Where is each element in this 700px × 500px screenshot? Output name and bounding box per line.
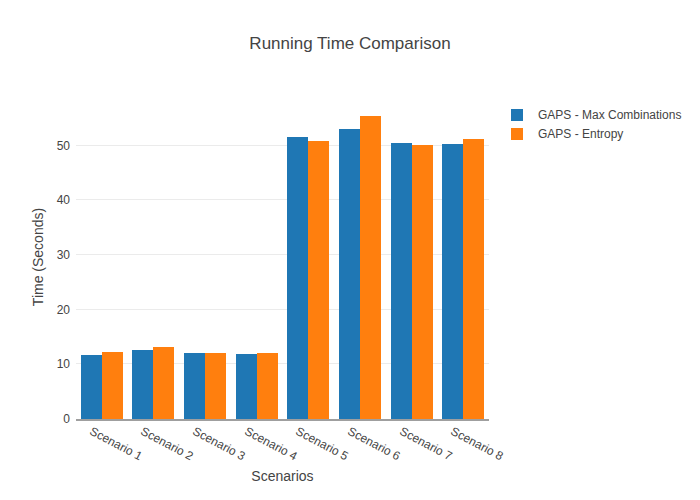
x-tick-label: Scenario 4 [242,424,299,463]
y-tick-label: 40 [57,193,70,207]
bar [102,352,123,419]
bar [360,116,381,419]
x-tick-label: Scenario 5 [294,424,351,463]
bar [463,139,484,419]
chart-title: Running Time Comparison [0,34,700,54]
bar [391,143,412,419]
bar-group-4 [231,95,283,419]
x-tick-label: Scenario 1 [87,424,144,463]
bar [339,129,360,419]
legend-swatch-icon [511,128,523,140]
chart-figure: Running Time Comparison Time (Seconds) 0… [0,0,700,500]
bar [412,145,433,419]
y-tick-label: 20 [57,303,70,317]
bar [184,353,205,419]
bar [132,350,153,419]
bar-group-8 [437,95,489,419]
y-tick-label: 30 [57,248,70,262]
legend-label: GAPS - Max Combinations [538,108,681,122]
bar-group-5 [283,95,335,419]
x-axis-title: Scenarios [76,468,489,484]
bar [205,353,226,419]
x-tick-label: Scenario 7 [397,424,454,463]
y-axis-ticks: 01020304050 [0,95,70,419]
plot-area [76,95,489,419]
legend: GAPS - Max Combinations GAPS - Entropy [511,105,681,143]
bar-group-3 [179,95,231,419]
x-axis-line [76,419,489,421]
bar-group-6 [334,95,386,419]
legend-swatch-icon [511,109,523,121]
bar [308,141,329,419]
bar [153,347,174,419]
legend-label: GAPS - Entropy [538,127,623,141]
bar [442,144,463,419]
bar-group-7 [386,95,438,419]
x-tick-label: Scenario 6 [345,424,402,463]
y-tick-label: 50 [57,139,70,153]
legend-item[interactable]: GAPS - Max Combinations [511,105,681,124]
bar-group-1 [76,95,128,419]
x-tick-label: Scenario 3 [190,424,247,463]
y-tick-label: 0 [63,412,70,426]
bar [287,137,308,419]
bar-group-2 [128,95,180,419]
bar [257,353,278,419]
x-tick-label: Scenario 8 [449,424,506,463]
bars-container [76,95,489,419]
x-tick-label: Scenario 2 [139,424,196,463]
legend-item[interactable]: GAPS - Entropy [511,124,681,143]
bar [81,355,102,419]
y-tick-label: 10 [57,357,70,371]
bar [236,354,257,419]
